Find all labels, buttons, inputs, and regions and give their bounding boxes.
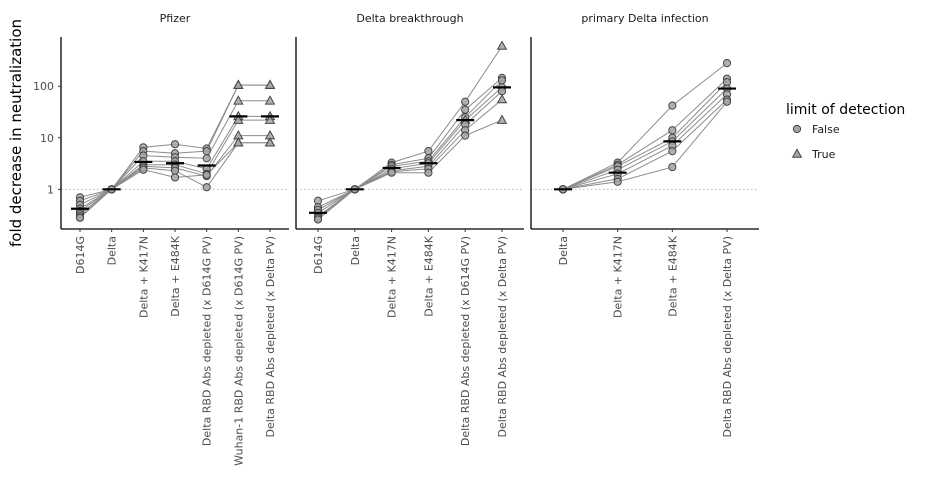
y-tick-label: 100 bbox=[33, 80, 54, 93]
series-line-2 bbox=[562, 81, 728, 190]
panel-2: primary Delta infection Delta Delta + K417… bbox=[530, 12, 759, 437]
data-point-triangle bbox=[233, 95, 244, 105]
x-tick-label: Delta bbox=[557, 236, 570, 265]
series-line-2 bbox=[317, 79, 503, 211]
x-tick-label: Delta RBD Abs depleted (x D614G PV) bbox=[201, 236, 214, 446]
data-point-circle bbox=[461, 97, 470, 106]
data-point-circle bbox=[139, 165, 148, 174]
x-tick-label: Delta RBD Abs depleted (x Delta PV) bbox=[264, 236, 277, 437]
panel-0: Pfizer D614G Delta Delta + K417N Delta + E48… bbox=[33, 12, 289, 466]
data-point-circle bbox=[668, 147, 677, 156]
data-point-circle bbox=[497, 76, 507, 85]
data-point-triangle bbox=[264, 114, 276, 124]
legend-title: limit of detection bbox=[786, 102, 905, 118]
legend-label: False bbox=[812, 123, 840, 136]
y-axis-title: fold decrease in neutralization bbox=[7, 19, 25, 247]
x-tick-label: D614G bbox=[74, 236, 87, 274]
data-point-circle bbox=[202, 183, 211, 192]
data-point-circle bbox=[461, 131, 470, 140]
x-tick-label: Delta RBD Abs depleted (x D614G PV) bbox=[459, 236, 472, 446]
series-line-3 bbox=[562, 88, 728, 190]
data-point-circle bbox=[424, 168, 433, 177]
legend-marker-circle bbox=[792, 124, 802, 134]
series-line-4 bbox=[317, 90, 503, 217]
series-line-5 bbox=[317, 99, 503, 219]
data-point-circle bbox=[424, 147, 433, 156]
x-tick-label: Delta + K417N bbox=[137, 236, 150, 318]
data-point-circle bbox=[75, 213, 85, 222]
data-point-circle bbox=[722, 97, 732, 106]
data-point-circle bbox=[613, 177, 622, 186]
series-line-0 bbox=[317, 45, 503, 202]
x-tick-label: Delta RBD Abs depleted (x Delta PV) bbox=[721, 236, 734, 437]
x-tick-label: Delta bbox=[106, 236, 119, 265]
data-point-triangle bbox=[264, 95, 276, 105]
series-line-1 bbox=[562, 78, 728, 190]
panel-1: Delta breakthrough D614G Delta Delta + K417… bbox=[295, 12, 524, 446]
data-point-circle bbox=[170, 173, 180, 182]
x-tick-label: Delta bbox=[349, 236, 362, 265]
series-line-6 bbox=[317, 119, 503, 220]
data-point-circle bbox=[461, 105, 470, 114]
panel-title: primary Delta infection bbox=[581, 12, 708, 25]
series-line-5 bbox=[562, 99, 728, 190]
data-point-circle bbox=[170, 166, 180, 175]
data-point-circle bbox=[668, 162, 677, 172]
panel-title: Pfizer bbox=[160, 12, 191, 25]
data-point-triangle bbox=[233, 114, 244, 124]
series-line-0 bbox=[562, 62, 728, 190]
data-point-triangle bbox=[264, 79, 276, 89]
data-point-circle bbox=[668, 101, 677, 110]
data-point-triangle bbox=[233, 137, 244, 147]
legend-marker-triangle bbox=[791, 148, 803, 158]
data-point-triangle bbox=[496, 93, 508, 104]
y-tick-label: 1 bbox=[47, 183, 54, 196]
chart-panels: Pfizer D614G Delta Delta + K417N Delta + E48… bbox=[33, 12, 759, 466]
data-point-circle bbox=[202, 147, 211, 156]
series-line-1 bbox=[317, 77, 503, 208]
data-point-circle bbox=[170, 140, 180, 149]
x-tick-label: Delta + E484K bbox=[169, 235, 182, 317]
series-line-4 bbox=[562, 93, 728, 190]
data-point-triangle bbox=[264, 137, 276, 147]
data-point-circle bbox=[202, 170, 211, 180]
data-point-circle bbox=[668, 126, 677, 135]
x-tick-label: Delta + E484K bbox=[666, 235, 679, 317]
data-point-circle bbox=[202, 154, 211, 163]
data-point-circle bbox=[387, 168, 396, 177]
y-tick-label: 10 bbox=[40, 132, 54, 145]
series-line-6 bbox=[562, 101, 728, 190]
data-point-circle bbox=[497, 87, 507, 96]
data-point-triangle bbox=[496, 40, 508, 50]
data-point-triangle bbox=[233, 79, 244, 89]
legend: limit of detection False True bbox=[786, 102, 905, 161]
x-tick-label: Delta + E484K bbox=[422, 235, 435, 317]
x-tick-label: Delta RBD Abs depleted (x Delta PV) bbox=[496, 236, 509, 437]
x-tick-label: Delta + K417N bbox=[612, 236, 625, 318]
legend-label: True bbox=[811, 148, 836, 161]
data-point-triangle bbox=[496, 114, 508, 124]
panel-title: Delta breakthrough bbox=[356, 12, 463, 25]
x-tick-label: D614G bbox=[312, 236, 325, 274]
data-point-circle bbox=[313, 215, 323, 224]
data-point-circle bbox=[722, 59, 732, 68]
x-tick-label: Delta + K417N bbox=[386, 236, 399, 318]
x-tick-label: Wuhan-1 RBD Abs depleted (x D614G PV) bbox=[232, 236, 245, 466]
